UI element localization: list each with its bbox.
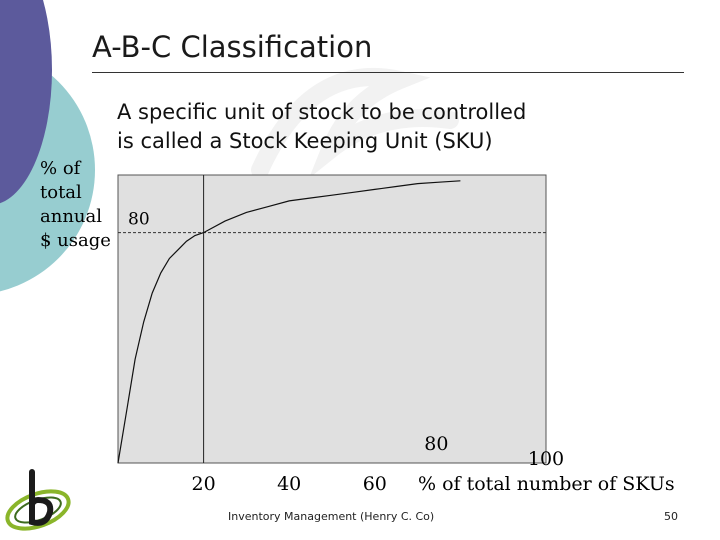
y-marker-label: 80 (128, 210, 150, 230)
y-axis-label-line: total (40, 182, 82, 203)
y-axis-label-line: annual (40, 206, 102, 227)
y-axis-label-line: $ usage (40, 230, 111, 251)
x-axis-label: % of total number of SKUs (418, 473, 675, 495)
x-tick-label: 40 (277, 473, 301, 495)
decorative-circles (0, 0, 95, 292)
slide-subtitle: A specific unit of stock to be controlle… (117, 98, 526, 156)
page-number: 50 (664, 510, 678, 523)
y-axis-label: % of total annual $ usage (40, 157, 111, 253)
plot-area (117, 174, 547, 464)
subtitle-line: A specific unit of stock to be controlle… (117, 100, 527, 124)
x-tick-label: 20 (192, 473, 216, 495)
subtitle-line: is called a Stock Keeping Unit (SKU) (117, 129, 493, 153)
x-tick-label: 100 (528, 448, 564, 470)
slide-title: A-B-C Classification (92, 30, 373, 64)
footer-text: Inventory Management (Henry C. Co) (228, 510, 435, 523)
logo (5, 469, 71, 531)
watermark (251, 67, 459, 179)
x-tick-label: 80 (424, 433, 448, 455)
series-line (117, 180, 461, 464)
x-tick-label: 60 (363, 473, 387, 495)
title-divider (92, 72, 684, 73)
y-axis-label-line: % of (40, 158, 81, 179)
x-tick-labels: 20 40 60 80 100 (192, 433, 565, 495)
